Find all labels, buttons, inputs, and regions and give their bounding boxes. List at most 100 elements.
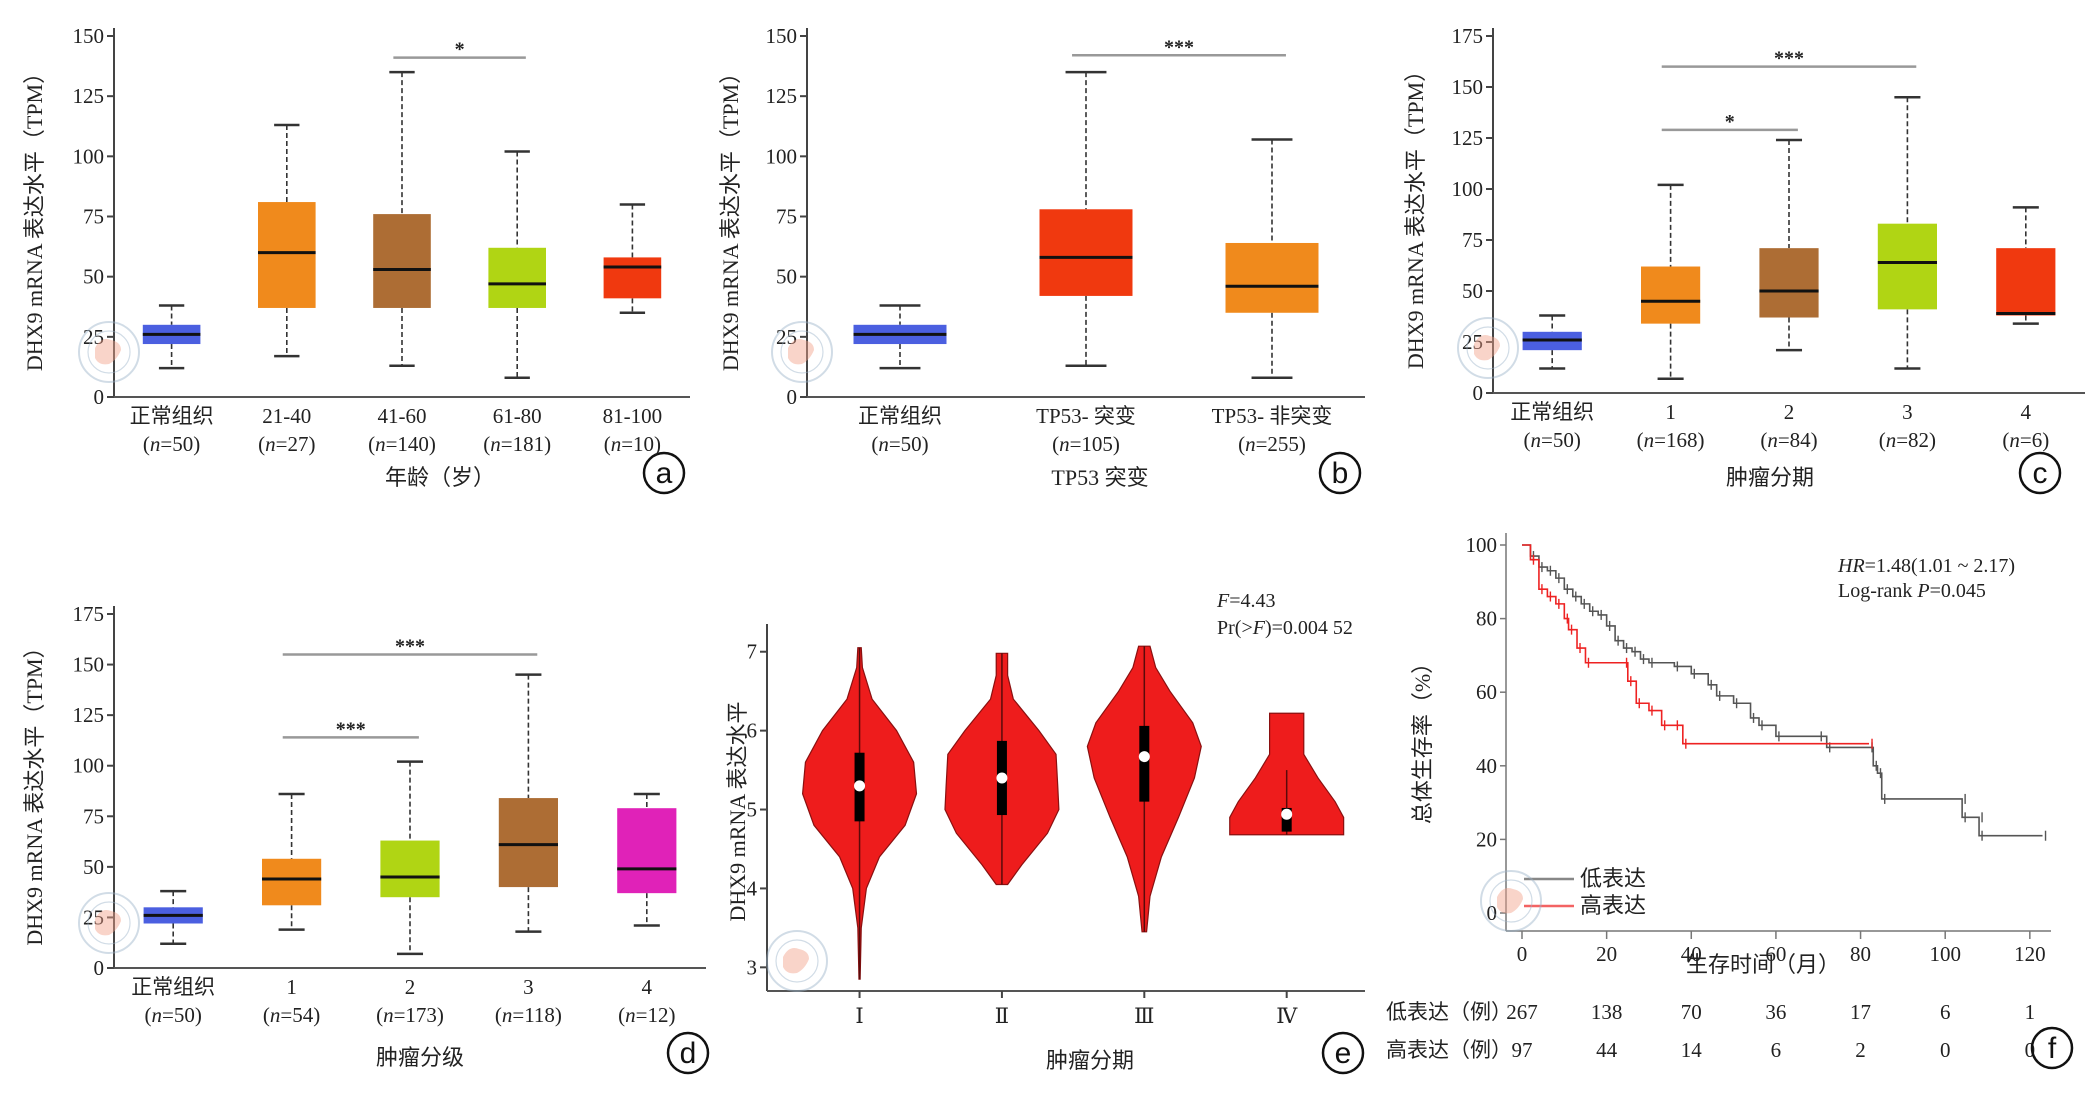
x-category-count: (n=50) (143, 432, 200, 456)
n-italic: n (490, 432, 501, 456)
x-category-label: 41-60 (378, 404, 427, 428)
n-italic: n (1644, 428, 1655, 452)
paren: ( (618, 1003, 625, 1027)
x-axis-title: 肿瘤分级 (376, 1045, 464, 1070)
y-tick-label: 125 (73, 703, 105, 727)
violin-3 (1229, 712, 1345, 836)
x-tick-label: 60 (1765, 942, 1786, 966)
paren: ( (2002, 428, 2009, 452)
x-category-label: TP53- 突变 (1036, 404, 1136, 428)
box-iqr (617, 808, 677, 894)
y-tick-label: 80 (1476, 607, 1497, 631)
x-category-label: 3 (1902, 400, 1913, 424)
paren: ( (495, 1003, 502, 1027)
x-axis-title: 肿瘤分期 (1726, 465, 1814, 490)
y-tick-label: 0 (94, 385, 105, 409)
risk-value: 6 (1771, 1038, 1782, 1062)
box-1 (1039, 70, 1133, 367)
y-tick-label: 125 (1452, 126, 1484, 150)
box-iqr (1039, 209, 1133, 296)
x-tick-label: 80 (1850, 942, 1871, 966)
panel-letter: e (1335, 1037, 1352, 1070)
x-category-count: (n=50) (1524, 428, 1581, 452)
n-italic: n (383, 1003, 394, 1027)
x-category-count: (n=10) (604, 432, 661, 456)
seal-map-shape (1474, 335, 1500, 361)
n-italic: n (375, 432, 386, 456)
x-category-count: (n=50) (871, 432, 928, 456)
seal-outer-ring (766, 930, 828, 992)
seal-inner-ring (1489, 879, 1533, 923)
n-italic: n (611, 432, 622, 456)
count-value: =173) (394, 1003, 444, 1027)
y-axis-title: DHX9 mRNA 表达水平（TPM） (22, 62, 47, 371)
y-tick-label: 150 (1452, 75, 1484, 99)
hr-italic: HR (1837, 555, 1865, 577)
box-1 (258, 123, 316, 358)
box-iqr (1225, 242, 1319, 313)
panel-letter-circle (2030, 1026, 2074, 1070)
box-iqr (262, 858, 322, 906)
box-3 (498, 673, 558, 933)
x-category-count: (n=105) (1052, 432, 1120, 456)
x-category-count: (n=168) (1637, 428, 1705, 452)
x-tick-label: 40 (1681, 942, 1702, 966)
n-italic: n (1767, 428, 1778, 452)
x-tick-label: 20 (1596, 942, 1617, 966)
x-category-label: 61-80 (493, 404, 542, 428)
x-category-count: (n=50) (145, 1003, 202, 1027)
risk-value: 138 (1591, 1000, 1623, 1024)
paren: ( (1637, 428, 1644, 452)
box-3 (488, 150, 546, 379)
x-axis-title: 年龄（岁） (385, 465, 495, 490)
x-tick-label: 100 (1929, 942, 1961, 966)
watermark-seal (771, 321, 833, 383)
risk-value: 6 (1940, 1000, 1951, 1024)
risk-value: 44 (1596, 1038, 1618, 1062)
x-category-count: (n=255) (1238, 432, 1306, 456)
y-tick-label: 100 (73, 754, 105, 778)
y-tick-label: 20 (1476, 827, 1497, 851)
x-category-count: (n=82) (1879, 428, 1936, 452)
x-category-label: 4 (642, 975, 653, 999)
seal-outer-ring (1480, 870, 1542, 932)
violin-1 (944, 652, 1060, 886)
seal-outer-ring (78, 321, 140, 383)
x-tick-label: 0 (1517, 942, 1528, 966)
x-category-count: (n=118) (495, 1003, 562, 1027)
box-4 (1996, 206, 2056, 325)
panel-letter: b (1332, 457, 1349, 490)
box-iqr (603, 257, 662, 299)
panel-a: 0 25 50 75 100 125 150 DHX9 mRNA 表达水平（TPM） 年龄（岁）… (22, 24, 690, 495)
x-category-label: 正常组织 (130, 404, 214, 428)
y-tick-label: 175 (73, 602, 105, 626)
panel-letter-circle (666, 1031, 710, 1075)
y-tick-label: 5 (747, 798, 758, 822)
panel-letter-circle (1318, 451, 1362, 495)
significance-stars: *** (1774, 48, 1804, 70)
count-value: =50) (162, 1003, 202, 1027)
risk-row-label: 高表达（例） (1386, 1038, 1512, 1062)
significance-stars: * (1725, 111, 1735, 133)
box-2 (1759, 138, 1819, 352)
seal-inner-ring (1466, 326, 1510, 370)
count-value: =140) (386, 432, 436, 456)
risk-value: 36 (1765, 1000, 1786, 1024)
y-tick-label: 60 (1476, 680, 1497, 704)
box-4 (617, 792, 677, 927)
count-value: =84) (1778, 428, 1818, 452)
significance-stars: * (455, 39, 465, 61)
y-axis-title: 总体生存率（%） (1410, 652, 1435, 824)
count-value: =168) (1654, 428, 1704, 452)
y-tick-label: 0 (1487, 901, 1498, 925)
paren: ( (604, 432, 611, 456)
y-tick-label: 7 (747, 640, 758, 664)
x-axis-title: 肿瘤分期 (1046, 1048, 1134, 1073)
count-value: =105) (1070, 432, 1120, 456)
box-2 (1225, 138, 1319, 379)
count-value: =50) (1541, 428, 1581, 452)
x-category-label: 2 (405, 975, 416, 999)
box-iqr (1759, 248, 1819, 318)
